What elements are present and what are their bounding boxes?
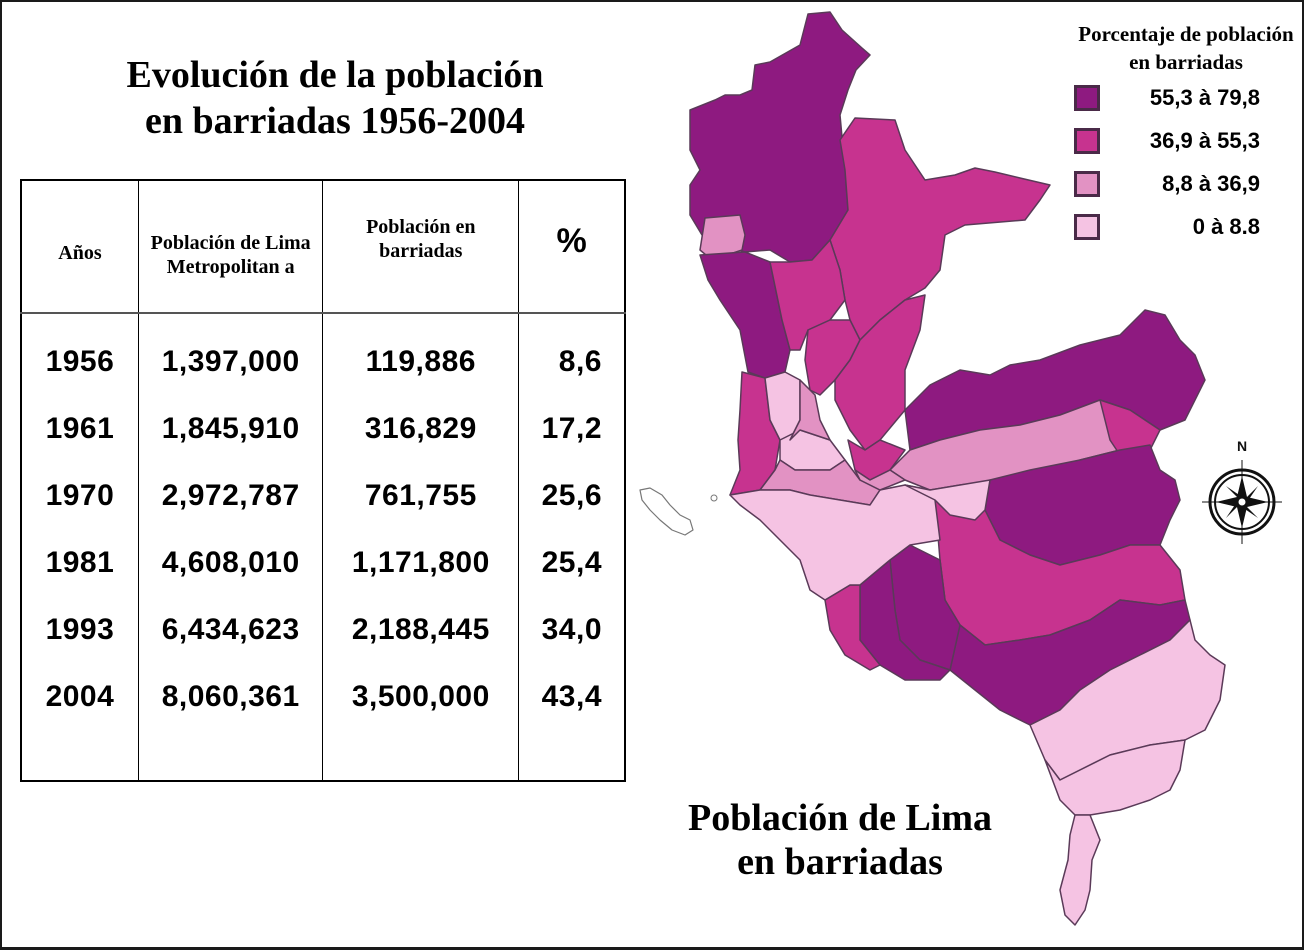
- legend-label: 55,3 à 79,8: [1149, 84, 1260, 110]
- compass-rose: N: [1200, 438, 1284, 550]
- cell-lima: 8,060,361: [137, 663, 324, 730]
- cell-barriadas: 316,829: [322, 395, 520, 462]
- island: [639, 487, 694, 536]
- district-low: [779, 429, 846, 471]
- map-title-line-2: en barriadas: [737, 841, 943, 883]
- table-title: Evolución de la población en barriadas 1…: [60, 52, 610, 144]
- legend-item: 0 à 8.8: [1066, 205, 1296, 248]
- lima-district-map: [639, 11, 1226, 926]
- legend-item: 55,3 à 79,8: [1066, 76, 1296, 119]
- table-row: 1961 1,845,910 316,829 17,2: [20, 395, 626, 462]
- legend-label: 8,8 à 36,9: [1162, 170, 1260, 196]
- cell-year: 2004: [20, 663, 139, 730]
- header-year: Años: [20, 180, 139, 314]
- table-row: 1993 6,434,623 2,188,445 34,0: [20, 596, 626, 663]
- legend-item: 8,8 à 36,9: [1066, 162, 1296, 205]
- legend-swatch-mid-high: [1074, 127, 1100, 154]
- cell-percent: 34,0: [518, 596, 626, 663]
- legend-title: Porcentaje de población en barriadas: [1078, 22, 1294, 74]
- table-row: 2004 8,060,361 3,500,000 43,4: [20, 663, 626, 730]
- table-spacer-row: [20, 730, 626, 781]
- cell-lima: 1,397,000: [137, 313, 324, 395]
- district-mid-high: [834, 294, 926, 451]
- header-barriadas-population: Población en barriadas: [322, 180, 520, 314]
- cell-barriadas: 3,500,000: [322, 663, 520, 730]
- district-mid-high: [769, 239, 846, 351]
- cell-year: 1993: [20, 596, 139, 663]
- district-mid-low: [699, 214, 746, 261]
- cell-percent: 17,2: [518, 395, 626, 462]
- cell-percent: 43,4: [518, 663, 626, 730]
- cell-barriadas: 1,171,800: [322, 529, 520, 596]
- map-title-line-1: Población de Lima: [687, 797, 993, 839]
- cell-year: 1970: [20, 462, 139, 529]
- population-table: Años Población de Lima Metropolitan a Po…: [20, 179, 626, 782]
- table-row: 1981 4,608,010 1,171,800 25,4: [20, 529, 626, 596]
- cell-barriadas: 761,755: [322, 462, 520, 529]
- legend-item: 36,9 à 55,3: [1066, 119, 1296, 162]
- cell-percent: 25,6: [518, 462, 626, 529]
- legend-label: 36,9 à 55,3: [1149, 127, 1260, 153]
- district-low: [729, 484, 941, 601]
- cell-lima: 4,608,010: [137, 529, 324, 596]
- cell-lima: 2,972,787: [137, 462, 324, 529]
- north-label: N: [1236, 438, 1248, 454]
- map-title: Población de Lima en barriadas: [640, 796, 1040, 884]
- cell-year: 1956: [20, 313, 139, 395]
- cell-barriadas: 119,886: [322, 313, 520, 395]
- legend-swatch-mid-low: [1074, 170, 1100, 197]
- cell-lima: 1,845,910: [137, 395, 324, 462]
- legend-swatch-high: [1074, 84, 1100, 111]
- compass-icon: [1202, 460, 1282, 544]
- cell-year: 1981: [20, 529, 139, 596]
- district-mid-high: [829, 117, 1051, 341]
- table-row: 1956 1,397,000 119,886 8,6: [20, 313, 626, 395]
- table-header-row: Años Población de Lima Metropolitan a Po…: [20, 180, 626, 314]
- cell-barriadas: 2,188,445: [322, 596, 520, 663]
- map-legend: Porcentaje de población en barriadas 55,…: [1066, 20, 1296, 248]
- cell-lima: 6,434,623: [137, 596, 324, 663]
- district-low: [904, 479, 991, 521]
- legend-swatch-low: [1074, 213, 1100, 240]
- table-title-line-1: Evolución de la población: [126, 54, 544, 96]
- header-lima-population: Población de Lima Metropolitan a: [137, 180, 324, 314]
- table-row: 1970 2,972,787 761,755 25,6: [20, 462, 626, 529]
- cell-year: 1961: [20, 395, 139, 462]
- header-percent: %: [518, 180, 626, 314]
- cell-percent: 8,6: [518, 313, 626, 395]
- cell-percent: 25,4: [518, 529, 626, 596]
- district-low: [1059, 814, 1101, 926]
- table-title-line-2: en barriadas 1956-2004: [145, 100, 525, 142]
- district-mid-low: [854, 469, 906, 491]
- legend-label: 0 à 8.8: [1192, 213, 1260, 239]
- district-mid-low: [789, 379, 831, 441]
